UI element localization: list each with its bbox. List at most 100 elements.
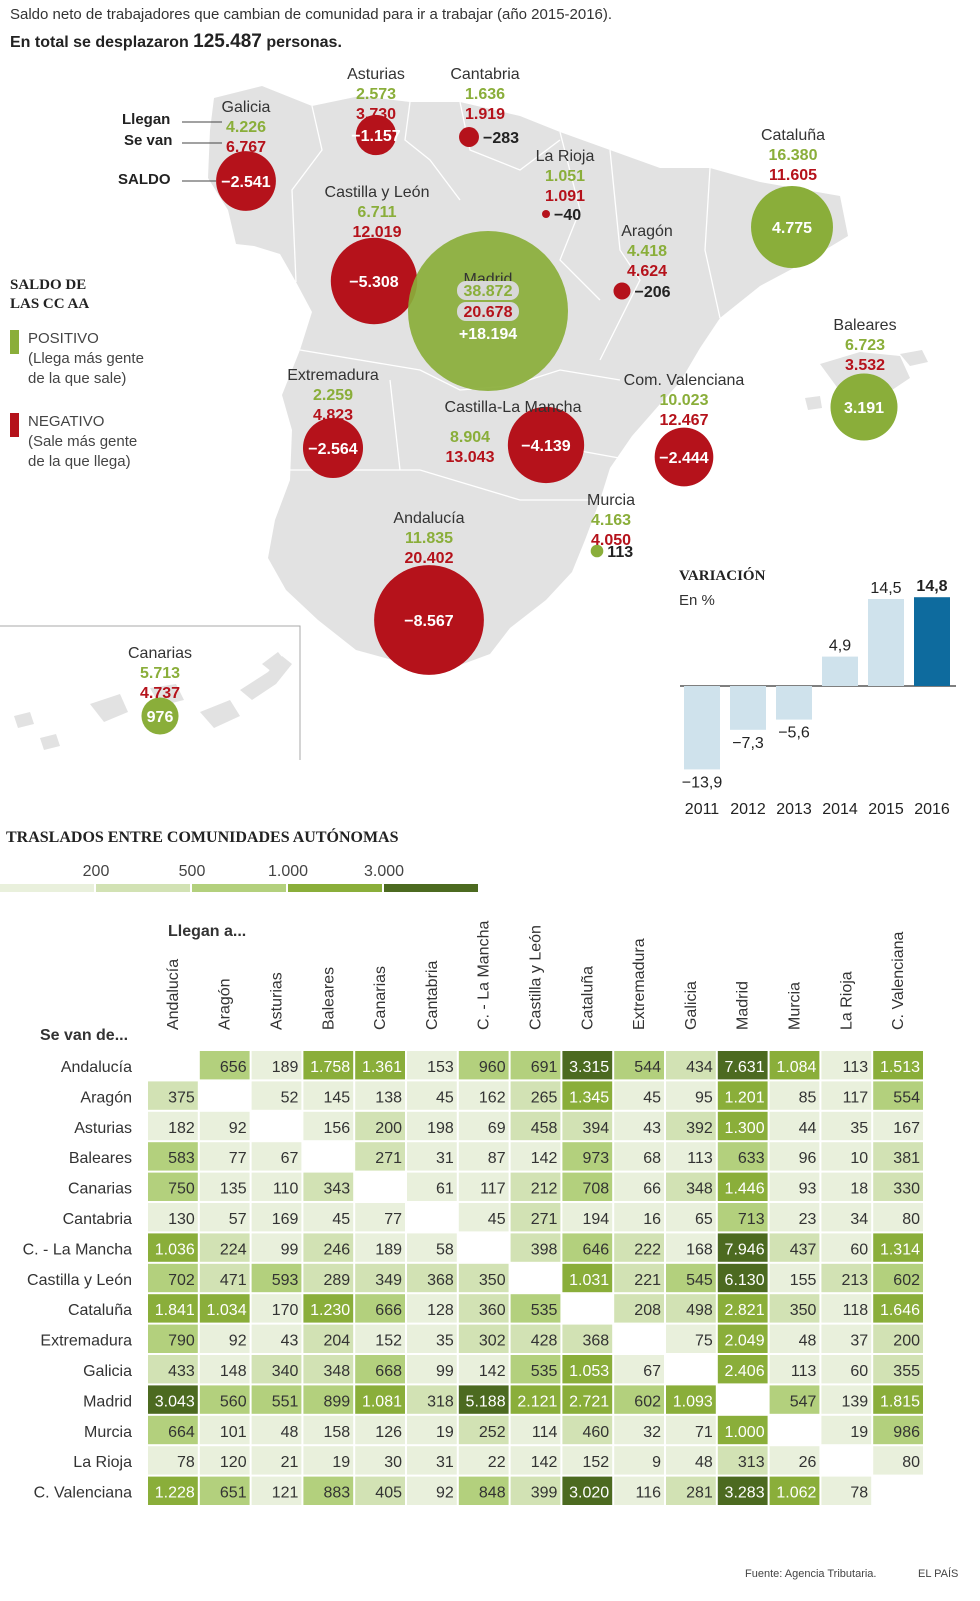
matrix-cell-3-12	[769, 1142, 820, 1171]
region-out-8: 3.532	[845, 357, 885, 374]
variation-label-2013: −5,6	[778, 725, 810, 742]
matrix-cell-6-5	[407, 1233, 457, 1262]
region-name-10: Castilla-La Mancha	[445, 399, 582, 416]
matrix-cell-14-0	[148, 1476, 198, 1505]
matrix-value-13-0: 78	[177, 1454, 195, 1471]
matrix-cell-9-6	[458, 1324, 509, 1353]
matrix-value-4-0: 750	[168, 1181, 195, 1198]
scale-swatch-4	[384, 884, 478, 892]
matrix-value-14-11: 3.283	[725, 1485, 765, 1502]
matrix-value-14-10: 281	[686, 1485, 713, 1502]
matrix-row-label-5: Cantabria	[63, 1211, 132, 1228]
matrix-value-14-5: 92	[436, 1485, 454, 1502]
region-in-0: 4.226	[226, 119, 266, 136]
matrix-value-10-4: 668	[375, 1363, 402, 1380]
matrix-row-label-1: Aragón	[80, 1089, 132, 1106]
region-name-5: Castilla y León	[325, 184, 430, 201]
key-saldo: SALDO	[118, 171, 171, 188]
matrix-value-7-0: 702	[168, 1272, 195, 1289]
matrix-cell-3-13	[821, 1142, 872, 1171]
matrix-cell-4-11	[717, 1172, 768, 1201]
matrix-col-label-8: Cataluña	[579, 966, 596, 1030]
matrix-value-14-2: 121	[272, 1485, 299, 1502]
matrix-cell-6-8	[562, 1233, 613, 1262]
matrix-cell-10-8	[562, 1355, 613, 1384]
matrix-cell-3-10	[666, 1142, 716, 1171]
matrix-cell-13-0	[148, 1446, 198, 1475]
matrix-cell-8-7	[510, 1294, 561, 1323]
region-out-5: 12.019	[353, 224, 402, 241]
matrix-value-12-6: 252	[479, 1424, 506, 1441]
matrix-col-label-11: Madrid	[735, 981, 752, 1030]
matrix-cell-13-2	[251, 1446, 302, 1475]
matrix-cell-11-4	[355, 1385, 405, 1414]
matrix-cell-10-9	[614, 1355, 664, 1384]
matrix-cell-7-11	[717, 1263, 768, 1293]
bubble-8	[830, 373, 898, 441]
region-saldo-13: −8.567	[404, 613, 453, 630]
matrix-row-label-2: Asturias	[74, 1120, 132, 1137]
matrix-value-2-12: 44	[799, 1120, 817, 1137]
matrix-cell-9-12	[769, 1324, 820, 1353]
matrix-col-label-7: Castilla y León	[528, 925, 545, 1030]
region-saldo-6: −206	[635, 284, 671, 301]
matrix-cell-5-0	[148, 1203, 198, 1232]
matrix-value-0-8: 3.315	[569, 1059, 609, 1076]
matrix-cell-2-6	[458, 1111, 509, 1141]
matrix-value-2-11: 1.300	[725, 1120, 765, 1137]
matrix-value-8-10: 498	[686, 1302, 713, 1319]
matrix-value-2-14: 167	[893, 1120, 920, 1137]
region-out-12: 4.050	[591, 532, 631, 549]
matrix-cell-10-2	[251, 1355, 302, 1384]
matrix-value-3-11: 633	[738, 1150, 765, 1167]
matrix-cell-6-14	[873, 1233, 923, 1262]
matrix-value-7-5: 368	[427, 1272, 454, 1289]
matrix-cell-1-4	[355, 1081, 405, 1110]
matrix-cell-7-13	[821, 1263, 872, 1293]
matrix-value-2-3: 156	[323, 1120, 350, 1137]
region-name-1: Asturias	[347, 66, 405, 83]
region-name-6: Aragón	[621, 223, 673, 240]
matrix-value-14-13: 78	[850, 1485, 868, 1502]
matrix-cell-13-6	[458, 1446, 509, 1475]
matrix-row-label-11: Madrid	[83, 1393, 132, 1410]
legend-positive-desc2: de la que sale)	[28, 370, 127, 387]
source-note: Fuente: Agencia Tributaria.	[745, 1568, 877, 1580]
region-saldo-1: −1.157	[351, 128, 400, 145]
matrix-value-7-2: 593	[272, 1272, 299, 1289]
matrix-cell-4-5	[407, 1172, 457, 1201]
matrix-value-4-8: 708	[582, 1181, 609, 1198]
matrix-value-1-14: 554	[893, 1089, 920, 1106]
matrix-value-11-13: 139	[841, 1393, 868, 1410]
matrix-cell-12-6	[458, 1415, 509, 1445]
matrix-value-11-1: 560	[220, 1393, 247, 1410]
variation-year-2015: 2015	[868, 801, 904, 818]
bubble-9	[302, 417, 364, 479]
matrix-cell-3-8	[562, 1142, 613, 1171]
matrix-cell-7-0	[148, 1263, 198, 1293]
matrix-cell-12-10	[666, 1415, 716, 1445]
matrix-cell-0-1	[199, 1051, 250, 1080]
matrix-cell-0-11	[717, 1051, 768, 1080]
matrix-cell-7-1	[199, 1263, 250, 1293]
matrix-value-13-9: 9	[652, 1454, 661, 1471]
matrix-value-4-2: 110	[273, 1181, 299, 1198]
matrix-cell-3-7	[510, 1142, 561, 1171]
matrix-col-header: Llegan a...	[168, 923, 246, 940]
scale-swatch-0	[0, 884, 94, 892]
matrix-value-11-3: 899	[323, 1393, 350, 1410]
matrix-value-1-2: 52	[281, 1089, 299, 1106]
matrix-value-2-7: 458	[531, 1120, 558, 1137]
matrix-cell-9-3	[303, 1324, 354, 1353]
matrix-cell-7-9	[614, 1263, 664, 1293]
matrix-value-7-4: 349	[375, 1272, 402, 1289]
matrix-cell-1-10	[666, 1081, 716, 1110]
matrix-cell-4-12	[769, 1172, 820, 1201]
matrix-value-1-9: 45	[643, 1089, 661, 1106]
region-saldo-9: −2.564	[308, 441, 357, 458]
region-saldo-12: 113	[607, 544, 633, 561]
matrix-value-8-11: 2.821	[725, 1302, 765, 1319]
matrix-cell-10-7	[510, 1355, 561, 1384]
matrix-value-0-3: 1.758	[310, 1059, 350, 1076]
matrix-value-1-4: 138	[375, 1089, 402, 1106]
